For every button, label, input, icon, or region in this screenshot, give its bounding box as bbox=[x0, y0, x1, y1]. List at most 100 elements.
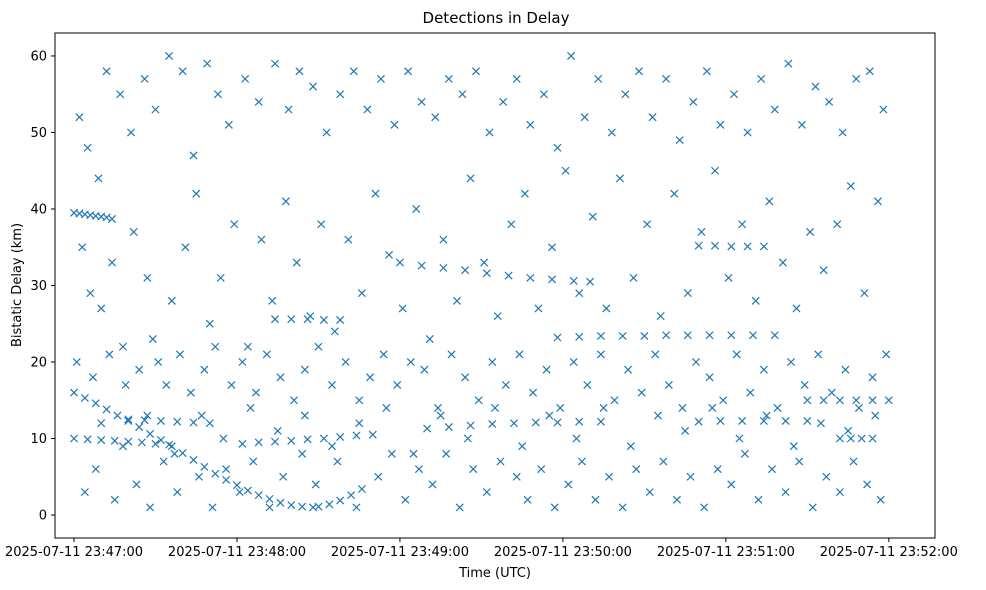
data-point-clutter bbox=[664, 380, 673, 389]
data-point-clutter bbox=[719, 396, 728, 405]
chart-title: Detections in Delay bbox=[423, 9, 570, 27]
data-point-clutter bbox=[148, 335, 157, 344]
data-point-track-9-10km-mid bbox=[368, 430, 377, 439]
data-point-clutter bbox=[738, 220, 747, 229]
data-point-clutter bbox=[116, 90, 125, 99]
data-point-clutter bbox=[518, 442, 527, 451]
data-point-clutter bbox=[273, 426, 282, 435]
data-point-clutter bbox=[852, 74, 861, 83]
data-point-track-rising-tail bbox=[347, 491, 356, 500]
data-point-clutter bbox=[417, 97, 426, 106]
data-point-clutter bbox=[355, 396, 364, 405]
data-point-clutter bbox=[151, 105, 160, 114]
data-point-clutter bbox=[382, 403, 391, 412]
x-tick-label: 2025-07-11 23:50:00 bbox=[494, 545, 632, 560]
data-point-track-diagonal-descending bbox=[146, 429, 155, 438]
data-point-track-35km-late bbox=[710, 241, 720, 250]
data-point-clutter bbox=[645, 488, 654, 497]
data-point-clutter bbox=[735, 434, 744, 443]
data-point-track-15km-late bbox=[884, 396, 893, 405]
data-point-clutter bbox=[344, 235, 353, 244]
data-point-clutter bbox=[243, 342, 252, 351]
data-point-clutter bbox=[376, 74, 385, 83]
data-point-track-11-12km-mid bbox=[575, 417, 584, 426]
data-point-clutter bbox=[192, 189, 201, 198]
data-point-clutter bbox=[409, 449, 418, 458]
data-point-clutter bbox=[762, 411, 771, 420]
data-point-clutter bbox=[132, 480, 141, 489]
data-point-clutter bbox=[469, 465, 478, 474]
data-point-track-39km-early bbox=[108, 214, 117, 223]
data-point-track-25km-mid bbox=[270, 315, 280, 324]
data-point-clutter bbox=[629, 273, 638, 282]
data-point-clutter bbox=[846, 182, 855, 191]
data-point-track-23km-late bbox=[640, 331, 649, 341]
data-point-track-9-10km-mid bbox=[287, 436, 296, 445]
data-point-clutter bbox=[553, 143, 562, 152]
data-point-clutter bbox=[713, 465, 722, 474]
data-point-clutter bbox=[105, 350, 114, 359]
data-point-track-11-12km-mid bbox=[423, 424, 432, 433]
data-point-track-10km-late bbox=[846, 434, 855, 443]
data-point-clutter bbox=[235, 488, 244, 497]
data-point-clutter bbox=[219, 434, 228, 443]
data-point-clutter bbox=[501, 380, 510, 389]
data-point-clutter bbox=[808, 503, 817, 512]
data-point-clutter bbox=[230, 220, 239, 229]
data-point-clutter bbox=[591, 495, 600, 504]
data-point-clutter bbox=[428, 480, 437, 489]
data-point-clutter bbox=[784, 59, 793, 68]
data-point-clutter bbox=[127, 128, 136, 137]
data-point-clutter bbox=[412, 204, 421, 214]
data-point-clutter bbox=[637, 388, 646, 397]
data-point-track-12km-late bbox=[738, 416, 747, 425]
data-point-clutter bbox=[689, 97, 698, 106]
data-point-clutter bbox=[91, 465, 100, 474]
data-point-track-25km-mid bbox=[319, 315, 328, 324]
data-point-clutter bbox=[594, 74, 603, 83]
data-point-clutter bbox=[512, 74, 521, 83]
data-point-clutter bbox=[610, 396, 619, 405]
data-point-clutter bbox=[648, 113, 657, 122]
data-point-track-diagonal-descending bbox=[102, 405, 111, 414]
data-point-clutter bbox=[238, 357, 247, 367]
data-point-clutter bbox=[882, 350, 891, 359]
data-point-clutter bbox=[279, 472, 288, 481]
data-point-clutter bbox=[716, 120, 725, 129]
data-point-track-23km-late bbox=[727, 331, 736, 340]
data-point-clutter bbox=[751, 296, 760, 305]
data-point-clutter bbox=[452, 296, 461, 305]
data-point-track-9-10km-mid bbox=[303, 435, 312, 444]
data-point-clutter bbox=[317, 220, 326, 229]
data-point-track-35km-late bbox=[759, 242, 768, 251]
data-point-clutter bbox=[314, 342, 323, 351]
y-tick-label: 60 bbox=[30, 49, 47, 64]
data-point-clutter bbox=[262, 350, 271, 359]
data-point-track-33km-mid bbox=[569, 276, 578, 285]
data-point-clutter bbox=[488, 357, 497, 367]
data-point-clutter bbox=[189, 151, 198, 160]
data-point-track-diagonal-descending bbox=[287, 501, 296, 510]
data-point-clutter bbox=[588, 212, 597, 221]
data-point-clutter bbox=[333, 457, 342, 466]
data-point-clutter bbox=[754, 495, 763, 504]
data-point-clutter bbox=[634, 67, 643, 76]
x-tick-label: 2025-07-11 23:49:00 bbox=[331, 545, 469, 560]
data-point-clutter bbox=[819, 266, 828, 275]
data-point-track-33km-mid bbox=[439, 263, 448, 272]
data-point-clutter bbox=[520, 189, 529, 198]
data-point-clutter bbox=[186, 388, 195, 397]
data-point-clutter bbox=[643, 220, 652, 229]
data-point-clutter bbox=[490, 403, 500, 412]
data-point-track-23km-late bbox=[553, 333, 562, 342]
data-point-clutter bbox=[276, 373, 285, 382]
data-point-clutter bbox=[825, 97, 834, 106]
data-point-track-diagonal-descending bbox=[254, 491, 263, 500]
data-point-clutter bbox=[822, 472, 831, 481]
data-point-clutter bbox=[773, 403, 782, 412]
data-point-track-diagonal-descending bbox=[265, 494, 274, 504]
data-point-clutter bbox=[844, 426, 853, 435]
data-point-track-diagonal-descending bbox=[232, 481, 241, 490]
data-point-clutter bbox=[306, 312, 315, 321]
